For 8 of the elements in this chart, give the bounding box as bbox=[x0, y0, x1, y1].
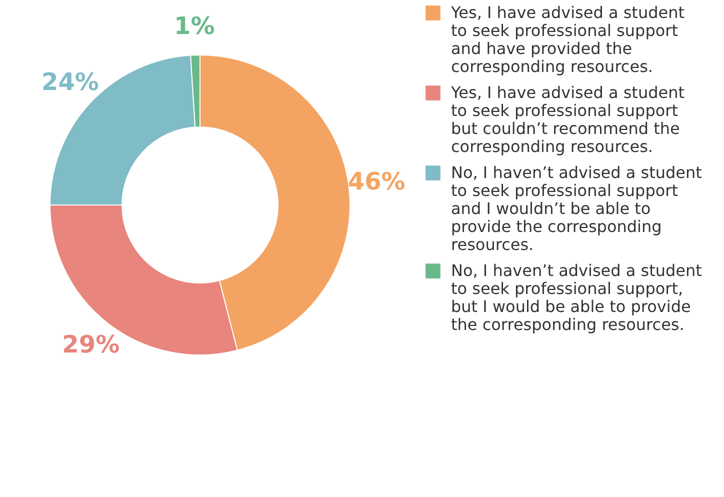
legend-label: No, I haven’t advised a student to seek professional support and I wouldn’t be able to provide the corresponding resources. bbox=[451, 163, 702, 254]
data-label: 1% bbox=[174, 12, 215, 40]
data-label: 46% bbox=[348, 168, 406, 196]
data-label: 24% bbox=[42, 68, 99, 96]
legend-label: Yes, I have advised a student to seek professional support but couldn’t recommend the corresponding resources. bbox=[450, 83, 684, 156]
legend-label: Yes, I have advised a student to seek professional support and have provided the corresponding resources. bbox=[450, 3, 684, 76]
legend-label: No, I haven’t advised a student to seek professional support, but I would be able to provide the corresponding resources. bbox=[451, 261, 702, 334]
data-label: 29% bbox=[62, 330, 120, 359]
